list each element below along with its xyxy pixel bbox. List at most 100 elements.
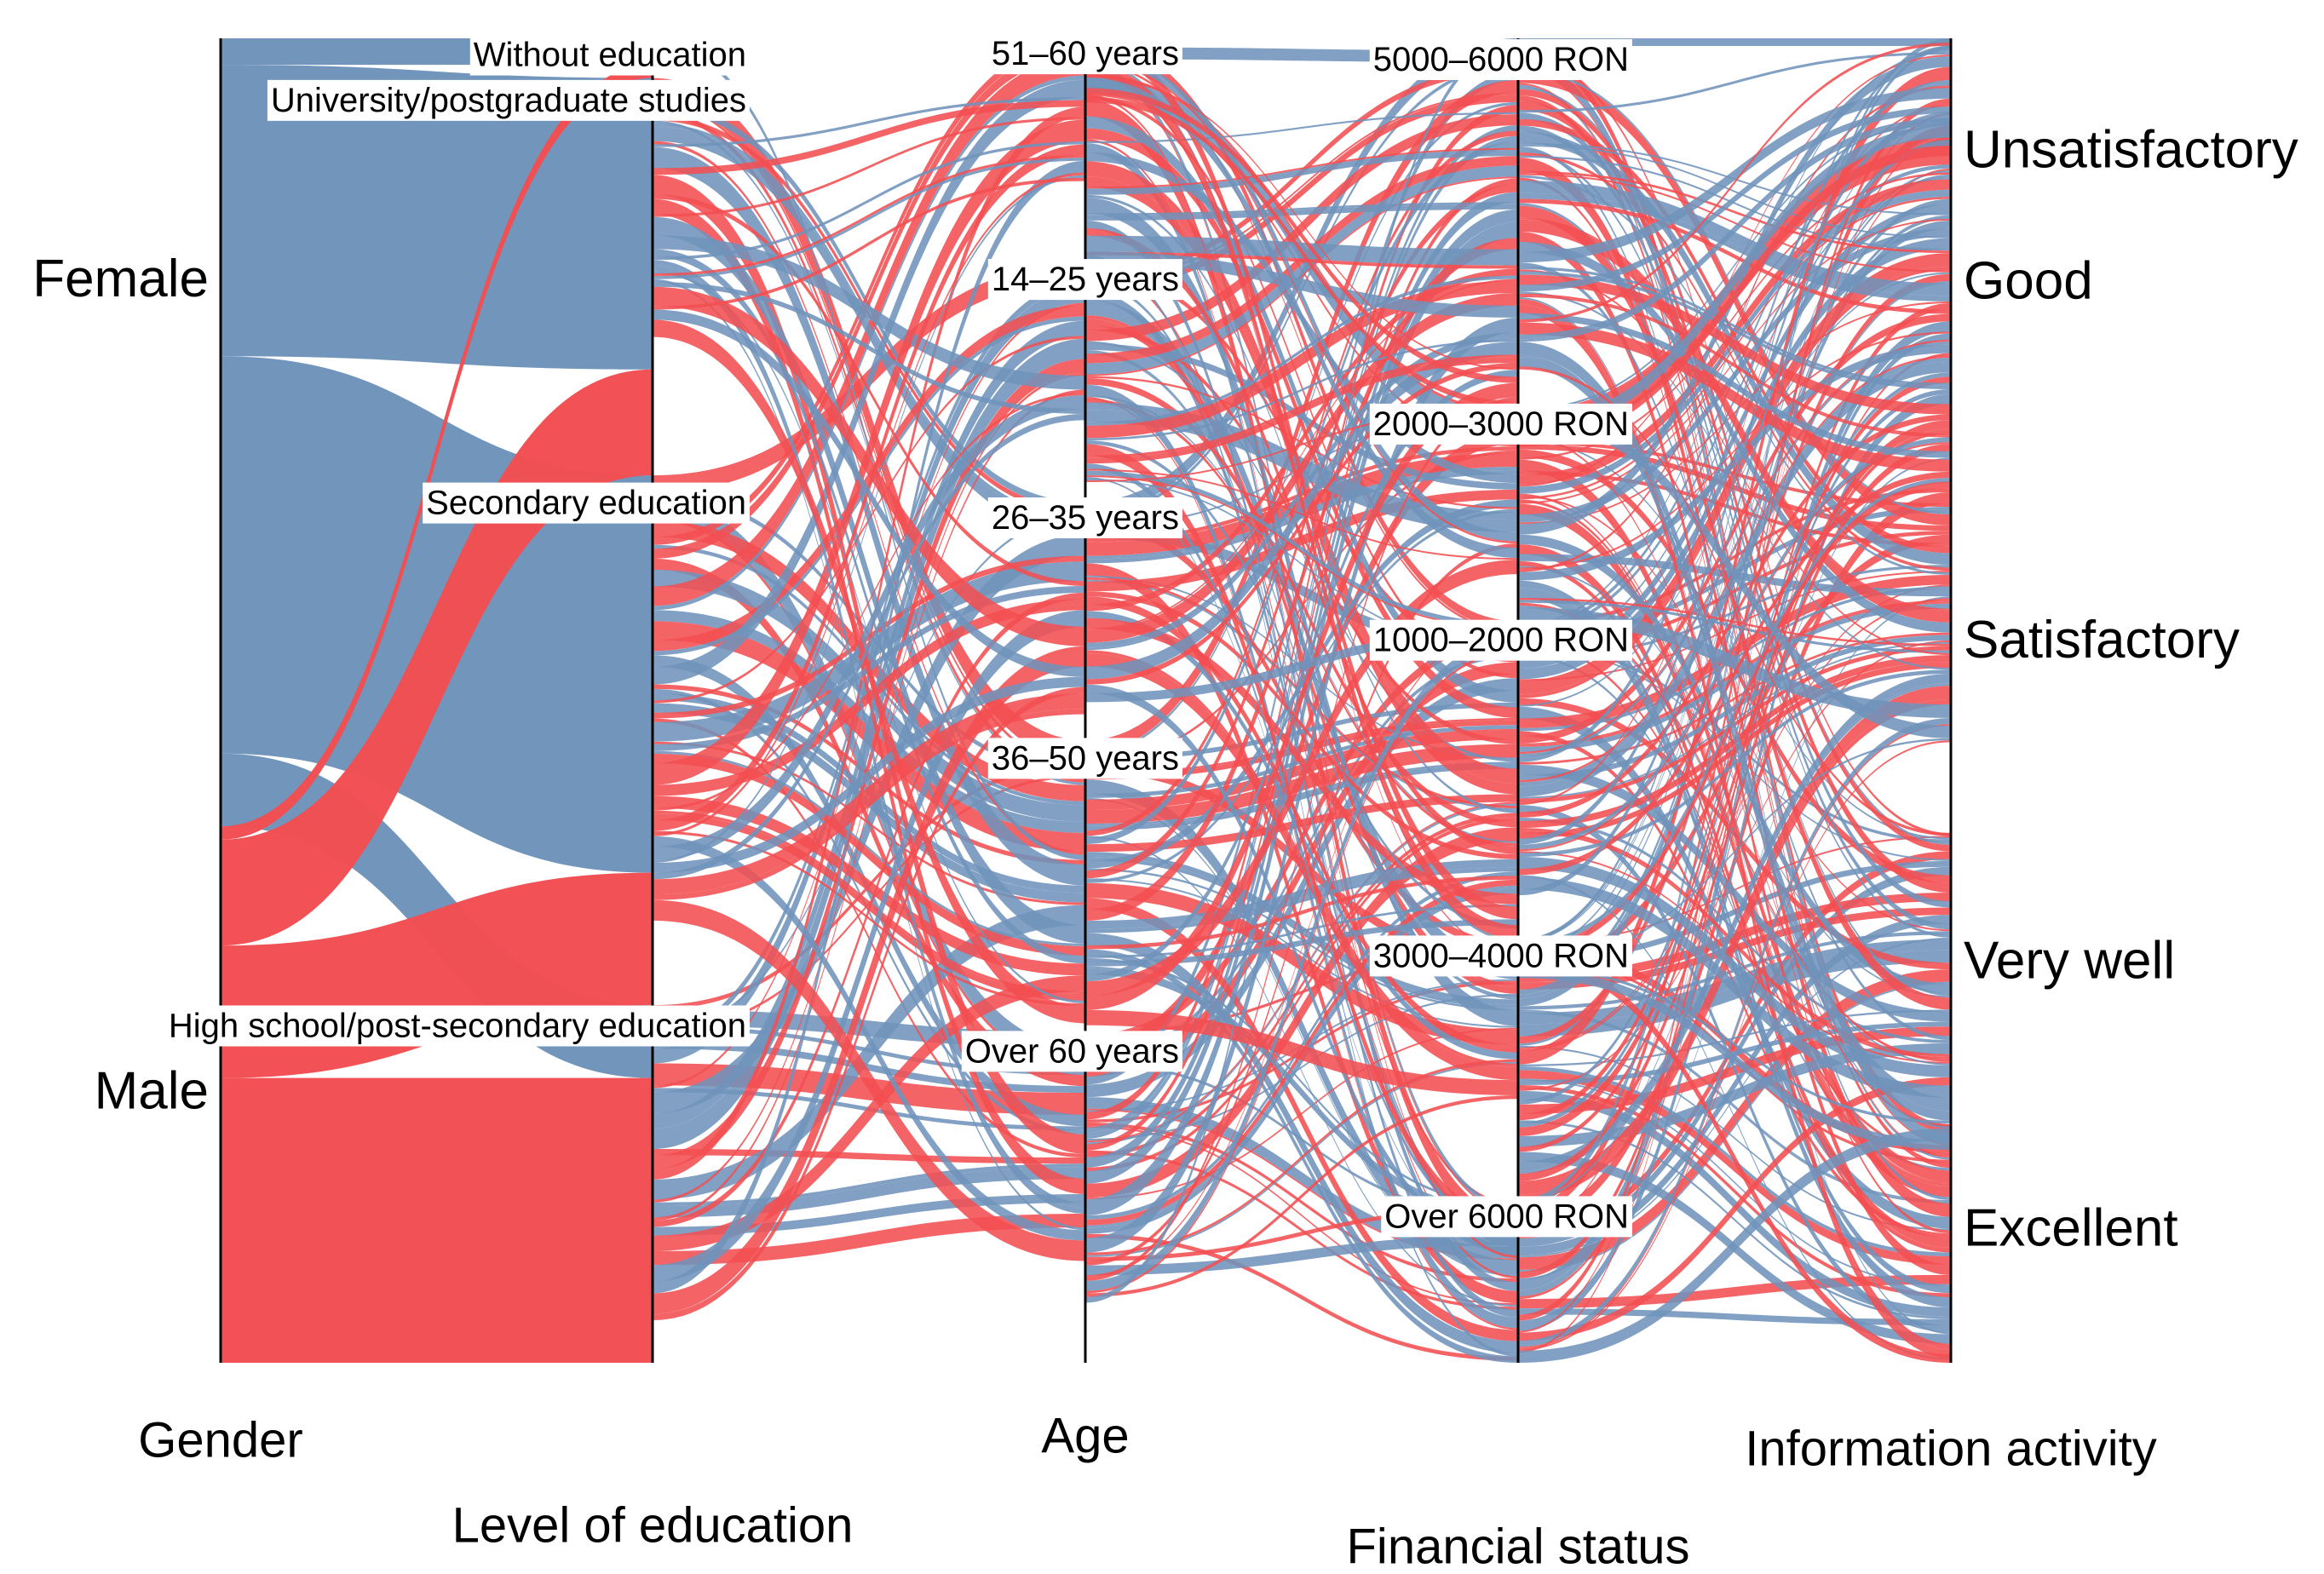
axis-title-financial-status: Financial status [1347,1519,1690,1574]
ribbon-male-age-110 [1085,377,1518,828]
ribbon-female-level-of-education-102 [653,309,1085,677]
ribbon-male-age-132 [1085,251,1518,269]
ribbon-male-age-175 [1085,362,1518,685]
ribbon-female-level-of-education-92 [653,279,1085,1231]
ribbon-male-financial-status-57 [1518,55,1951,487]
ribbon-male-financial-status-139 [1518,1070,1951,1265]
ribbon-male-financial-status-203 [1518,444,1951,1181]
ribbon-female-age-106 [1085,192,1518,1168]
ribbon-male-age-54 [1085,139,1518,1279]
ribbon-male-age-154 [1085,1059,1518,1255]
ribbon-female-age-108 [1085,202,1518,215]
ribbon-female-financial-status-169 [1518,271,1951,389]
ribbon-female-age-78 [1085,836,1518,1307]
ribbon-male-age-182 [1085,468,1518,560]
category-label-university-postgraduate-studies-bg [267,79,750,121]
ribbon-male-age-129 [1085,596,1518,1053]
category-label-2000-3000-ron-bg [1369,403,1632,445]
ribbon-female-age-192 [1085,629,1518,703]
ribbon-male-financial-status-143 [1518,1274,1951,1309]
ribbon-female-financial-status-198 [1518,605,1951,1066]
category-label-high-school-post-secondary-education-bg [164,1005,750,1047]
category-label-good: Good [1964,252,2093,311]
ribbon-male-high-school-post-secondary-education [221,1077,653,1363]
ribbon-male-level-of-education-80 [653,975,1085,1251]
ribbon-male-age-170 [1085,62,1518,939]
ribbon-female-financial-status-56 [1518,915,1951,1256]
ribbon-female-financial-status-115 [1518,203,1951,997]
ribbon-female-age-46 [1085,779,1518,1275]
category-label-high-school-post-secondary-education: High school/post-secondary education [169,1008,746,1045]
ribbon-female-age-143 [1085,275,1518,426]
category-label-1000-2000-ron-bg [1369,619,1632,661]
axis-title-age: Age [1041,1408,1129,1463]
ribbon-female-financial-status-219 [1518,876,1951,1098]
ribbon-male-without-education [221,65,653,840]
ribbon-female-financial-status-83 [1518,155,1951,251]
ribbon-female-financial-status-141 [1518,241,1951,633]
ribbon-male-age-25 [1085,95,1518,679]
ribbon-female-financial-status-97 [1518,175,1951,575]
ribbon-male-level-of-education-65 [653,117,1085,217]
ribbon-male-age-198 [1085,406,1518,482]
ribbon-female-age-184 [1085,470,1518,628]
ribbon-male-level-of-education-57 [653,359,1085,1169]
ribbon-male-age-120 [1085,399,1518,847]
ribbon-male-financial-status-211 [1518,322,1951,472]
ribbon-male-financial-status-42 [1518,95,1951,1169]
ribbon-male-age-195 [1085,649,1518,1294]
ribbon-male-financial-status-220 [1518,954,1951,1363]
category-label-14-25-years: 14–25 years [992,261,1179,298]
ribbon-female-level-of-education-96 [653,395,1085,860]
ribbon-female-financial-status-222 [1518,717,1951,1347]
ribbon-female-age-37 [1085,702,1518,761]
ribbon-female-financial-status-165 [1518,266,1951,387]
ribbon-female-financial-status-162 [1518,262,1951,1041]
ribbon-male-financial-status-132 [1518,339,1951,755]
ribbon-male-age-165 [1085,60,1518,544]
ribbon-male-financial-status-190 [1518,293,1951,436]
ribbon-female-age-158 [1085,957,1518,1207]
ribbon-female-age-160 [1085,919,1518,967]
ribbon-male-financial-status-201 [1518,299,1951,1350]
ribbon-female-age-27 [1085,678,1518,1098]
ribbon-female-financial-status-207 [1518,457,1951,1202]
ribbon-male-age-31 [1085,95,1518,291]
ribbon-male-age-187 [1085,474,1518,629]
ribbon-female-age-35 [1085,101,1518,756]
ribbon-male-financial-status-90 [1518,266,1951,698]
ribbon-female-age-98 [1085,868,1518,1011]
ribbon-female-age-157 [1085,339,1518,441]
ribbon-female-financial-status-166 [1518,1120,1951,1319]
ribbon-male-financial-status-170 [1518,98,1951,1321]
ribbon-male-financial-status-142 [1518,632,1951,765]
ribbon-female-financial-status-104 [1518,192,1951,302]
ribbon-male-level-of-education-108 [653,709,1085,900]
ribbon-male-age-190 [1085,94,1518,1258]
ribbon-female-financial-status-103 [1518,181,1951,296]
ribbon-female-level-of-education-40 [653,97,1085,147]
ribbon-male-level-of-education-58 [653,741,1085,905]
category-label-satisfactory: Satisfactory [1964,611,2240,669]
ribbon-female-financial-status-12 [1518,135,1951,943]
ribbon-male-age-66 [1085,114,1518,342]
ribbon-male-financial-status-171 [1518,104,1951,806]
ribbon-female-age-130 [1085,867,1518,933]
ribbon-male-financial-status-113 [1518,198,1951,314]
ribbon-male-age-84 [1085,147,1518,189]
ribbon-female-financial-status-228 [1518,342,1951,1112]
ribbon-male-financial-status-238 [1518,145,1951,447]
ribbon-female-financial-status-209 [1518,607,1951,718]
category-label-26-35-years: 26–35 years [992,499,1179,537]
ribbon-female-level-of-education-69 [653,750,1085,946]
ribbon-male-age-133 [1085,268,1518,612]
ribbon-male-level-of-education-104 [653,319,1085,1024]
ribbon-male-level-of-education-81 [653,810,1085,995]
ribbon-male-financial-status-126 [1518,66,1951,1065]
ribbon-male-age-145 [1085,280,1518,439]
ribbon-female-financial-status-178 [1518,818,1951,1043]
ribbon-female-age-111 [1085,204,1518,221]
ribbon-female-level-of-education-55 [653,338,1085,1150]
ribbon-female-financial-status-125 [1518,603,1951,752]
ribbon-female-level-of-education-93 [653,160,1085,1294]
